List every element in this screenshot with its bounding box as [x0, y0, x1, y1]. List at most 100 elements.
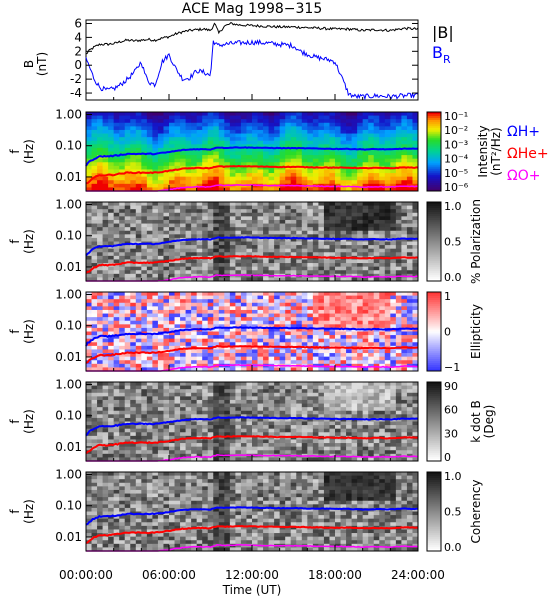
spectrogram-cell — [152, 112, 159, 116]
spectrogram-cell — [290, 223, 297, 228]
spectrogram-cell — [229, 165, 236, 170]
spectrogram-cell — [252, 410, 258, 415]
spectrogram-cell — [218, 147, 225, 152]
spectrogram-cell — [97, 158, 103, 163]
spectrogram-cell — [335, 331, 341, 336]
spectrogram-cell — [268, 133, 275, 138]
spectrogram-cell — [329, 317, 336, 322]
spectrogram-cell — [191, 335, 198, 340]
spectrogram-cell — [318, 122, 325, 127]
spectrogram-cell — [130, 396, 137, 401]
spectrogram-cell — [146, 309, 153, 314]
spectrogram-cell — [174, 112, 181, 116]
spectrogram-cell — [207, 425, 214, 430]
spectrogram-cell — [119, 165, 126, 170]
spectrogram-cell — [318, 144, 325, 149]
spectrogram-cell — [157, 410, 164, 415]
spectrogram-cell — [86, 396, 92, 401]
spectrogram-cell — [263, 360, 269, 365]
spectrogram-cell — [224, 227, 231, 232]
spectrogram-cell — [240, 306, 247, 311]
colorbar-swatch — [427, 135, 441, 139]
spectrogram-cell — [202, 115, 209, 120]
spectrogram-cell — [141, 313, 148, 318]
spectrogram-cell — [119, 349, 126, 354]
spectrogram-cell — [290, 205, 297, 210]
spectrogram-cell — [257, 313, 264, 318]
spectrogram-cell — [224, 309, 231, 314]
spectrogram-cell — [263, 144, 269, 149]
spectrogram-cell — [97, 367, 103, 372]
spectrogram-cell — [268, 209, 275, 214]
spectrogram-cell — [113, 237, 120, 242]
spectrogram-cell — [224, 237, 231, 242]
spectrogram-cell — [346, 230, 352, 235]
spectrogram-cell — [301, 209, 308, 214]
spectrogram-cell — [335, 266, 341, 271]
spectrogram-cell — [384, 241, 391, 246]
spectrogram-cell — [146, 353, 153, 358]
spectrogram-cell — [141, 252, 148, 257]
spectrogram-cell — [301, 335, 308, 340]
spectrogram-cell — [108, 389, 115, 394]
spectrogram-cell — [135, 180, 142, 185]
spectrogram-cell — [401, 144, 408, 149]
spectrogram-cell — [213, 112, 220, 116]
spectrogram-cell — [285, 389, 292, 394]
spectrogram-cell — [246, 252, 253, 257]
colorbar-tick-label: −1 — [444, 361, 460, 374]
spectrogram-cell — [307, 266, 314, 271]
spectrogram-cell — [263, 151, 269, 156]
spectrogram-cell — [379, 245, 386, 250]
spectrogram-cell — [257, 147, 264, 152]
spectrogram-cell — [180, 313, 186, 318]
spectrogram-cell — [329, 176, 336, 181]
spectrogram-cell — [406, 367, 413, 372]
spectrogram-cell — [323, 209, 330, 214]
spectrogram-cell — [196, 356, 203, 361]
spectrogram-cell — [395, 363, 402, 368]
spectrogram-cell — [108, 342, 115, 347]
spectrogram-cell — [235, 446, 242, 451]
spectrogram-cell — [213, 169, 220, 174]
spectrogram-cell — [329, 252, 336, 257]
spectrogram-cell — [318, 356, 325, 361]
spectrogram-cell — [252, 353, 258, 358]
spectrogram-cell — [202, 223, 209, 228]
spectrogram-cell — [157, 144, 164, 149]
spectrogram-cell — [218, 112, 225, 116]
spectrogram-cell — [229, 382, 236, 386]
spectrogram-cell — [185, 360, 192, 365]
spectrogram-cell — [285, 259, 292, 264]
spectrogram-cell — [174, 248, 181, 253]
spectrogram-cell — [235, 119, 242, 124]
spectrogram-cell — [218, 302, 225, 307]
spectrogram-cell — [86, 435, 92, 440]
spectrogram-cell — [351, 353, 358, 358]
spectrogram-cell — [384, 209, 391, 214]
spectrogram-cell — [119, 259, 126, 264]
colorbar-swatch — [427, 337, 441, 340]
spectrogram-cell — [207, 223, 214, 228]
spectrogram-cell — [218, 241, 225, 246]
spectrogram-cell — [323, 309, 330, 314]
freq-y-tick-label: 0.10 — [55, 139, 82, 153]
spectrogram-cell — [169, 216, 175, 221]
spectrogram-cell — [285, 162, 292, 167]
spectrogram-cell — [86, 144, 92, 149]
spectrogram-cell — [157, 234, 164, 239]
spectrogram-cell — [384, 227, 391, 232]
spectrogram-cell — [152, 324, 159, 329]
spectrogram-cell — [152, 382, 159, 386]
spectrogram-cell — [202, 133, 209, 138]
spectrogram-cell — [185, 342, 192, 347]
spectrogram-cell — [141, 216, 148, 221]
spectrogram-cell — [235, 205, 242, 210]
spectrogram-cell — [213, 137, 220, 142]
spectrogram-cell — [373, 353, 380, 358]
spectrogram-cell — [180, 212, 186, 217]
spectrogram-cell — [296, 349, 303, 354]
spectrogram-cell — [174, 439, 181, 444]
spectrogram-cell — [235, 367, 242, 372]
spectrogram-cell — [146, 417, 153, 422]
